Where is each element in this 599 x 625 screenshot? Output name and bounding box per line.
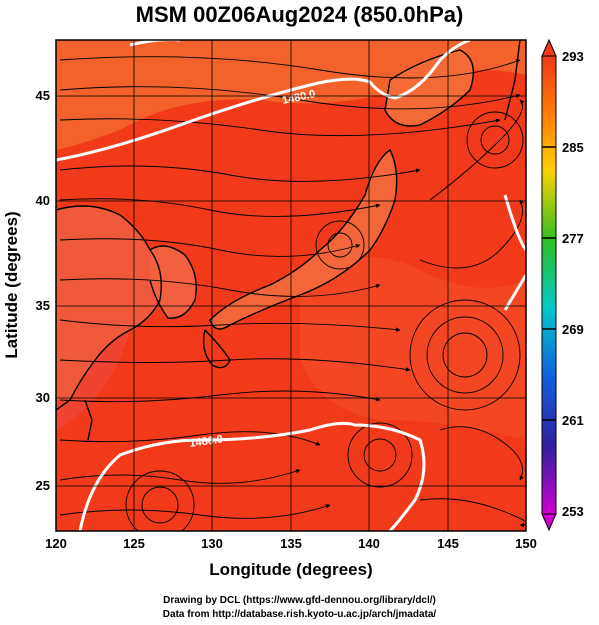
x-tick-label: 140	[358, 536, 380, 551]
x-tick-label: 145	[437, 536, 459, 551]
x-tick-label: 125	[123, 536, 145, 551]
colorbar-tick-label: 293	[562, 49, 584, 64]
x-axis: 120 125 130 135 140 145 150	[45, 536, 537, 551]
colorbar-tick-label: 269	[562, 322, 584, 337]
y-tick-label: 25	[36, 478, 50, 493]
warm-region	[300, 257, 526, 440]
wind-streamlines	[59, 56, 526, 531]
credits: Drawing by DCL (https://www.gfd-dennou.o…	[0, 594, 599, 622]
map-title: MSM 00Z06Aug2024 (850.0hPa)	[135, 2, 464, 27]
colorbar-tick-label: 285	[562, 140, 584, 155]
colorbar-top-arrow	[541, 38, 557, 57]
coastlines	[56, 40, 521, 441]
contour-label: 1480.0	[189, 433, 224, 450]
colorbar: 293 285 277 269 261 253	[541, 38, 584, 532]
colorbar-tick-label: 261	[562, 413, 584, 428]
x-axis-label: Longitude (degrees)	[209, 560, 372, 579]
china-landmass	[56, 206, 162, 400]
colorbar-ramp	[541, 55, 557, 515]
y-tick-label: 35	[36, 298, 50, 313]
x-tick-label: 150	[515, 536, 537, 551]
y-tick-label: 30	[36, 390, 50, 405]
x-tick-label: 135	[280, 536, 302, 551]
x-tick-label: 130	[201, 536, 223, 551]
y-axis: 25 30 35 40 45	[36, 88, 50, 493]
colorbar-tick-label: 253	[562, 504, 584, 519]
colorbar-tick-label: 277	[562, 231, 584, 246]
y-axis-label: Latitude (degrees)	[2, 211, 21, 358]
y-tick-label: 45	[36, 88, 50, 103]
height-contours	[56, 40, 526, 531]
credit-line: Data from http://database.rish.kyoto-u.a…	[162, 609, 437, 620]
graticule	[56, 40, 526, 531]
credit-line: Drawing by DCL (https://www.gfd-dennou.o…	[163, 595, 436, 606]
y-tick-label: 40	[36, 193, 50, 208]
colorbar-bottom-arrow	[541, 513, 557, 532]
hokkaido-sakhalin	[385, 50, 474, 126]
x-tick-label: 120	[45, 536, 67, 551]
plot-frame	[55, 39, 527, 532]
